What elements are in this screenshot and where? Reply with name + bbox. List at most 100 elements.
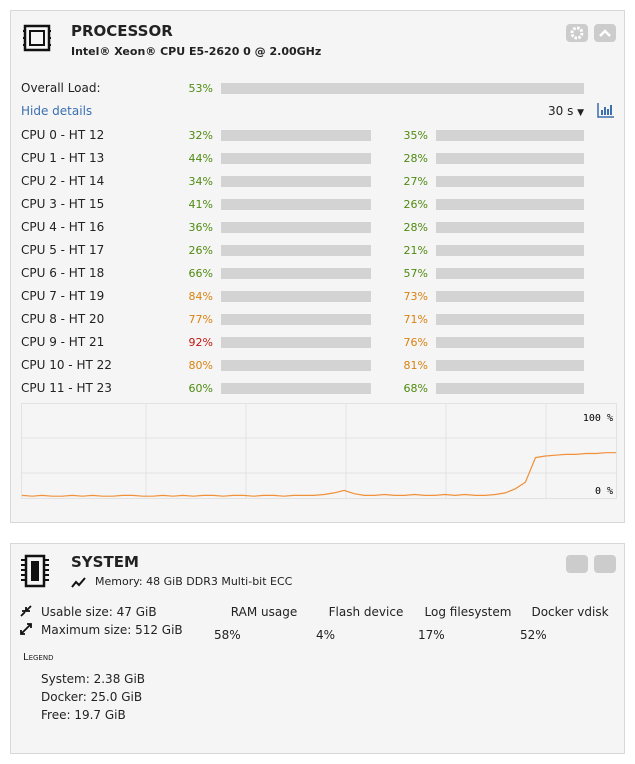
percent-label: 35%: [403, 129, 428, 142]
gauge-label: Log filesystem: [424, 605, 512, 619]
collapse-button[interactable]: [594, 555, 616, 573]
maximum-size: Maximum size: 512 GiB: [41, 623, 183, 637]
percent-label: 28%: [403, 152, 428, 165]
bar-track: [436, 337, 584, 348]
cpu-label: CPU 10 - HT 22: [21, 358, 112, 372]
percent-label: 28%: [403, 221, 428, 234]
bar-track: [221, 314, 371, 325]
legend-item: Free: 19.7 GiB: [41, 708, 126, 722]
gauge-value: 17%: [418, 628, 445, 642]
percent-label: 57%: [403, 267, 428, 280]
bar-track: [221, 268, 371, 279]
legend-item: System: 2.38 GiB: [41, 672, 146, 686]
bar-track: [436, 153, 584, 164]
bar-track: [221, 199, 371, 210]
cpu-label: CPU 2 - HT 14: [21, 174, 105, 188]
cpu-label: CPU 4 - HT 16: [21, 220, 105, 234]
percent-label: 77%: [188, 313, 213, 326]
bar-track: [436, 222, 584, 233]
bar-track: [436, 268, 584, 279]
gauge: 58%: [214, 628, 241, 642]
load-graph: 100 % 0 %: [21, 403, 617, 499]
panel-title: SYSTEM: [71, 553, 139, 571]
interval-value: 30 s: [548, 104, 574, 118]
cpu-model: Intel® Xeon® CPU E5-2620 0 @ 2.00GHz: [71, 45, 322, 58]
bar-track: [221, 176, 371, 187]
hide-details-link[interactable]: Hide details: [21, 104, 93, 118]
percent-label: 66%: [188, 267, 213, 280]
interval-select[interactable]: 30 s ▼: [548, 104, 585, 118]
bar-track: [436, 291, 584, 302]
percent-label: 80%: [188, 359, 213, 372]
load-line: [21, 452, 616, 497]
memory-info: Memory: 48 GiB DDR3 Multi-bit ECC: [95, 575, 293, 588]
gauge-label: Flash device: [328, 605, 404, 619]
percent-label: 92%: [188, 336, 213, 349]
processor-icon: [23, 24, 51, 52]
gauge: 52%: [520, 628, 547, 642]
processor-panel: PROCESSOR Intel® Xeon® CPU E5-2620 0 @ 2…: [10, 10, 625, 523]
graph-tick-label: 100 %: [583, 413, 613, 424]
gauge-value: 52%: [520, 628, 547, 642]
percent-label: 32%: [188, 129, 213, 142]
usable-size: Usable size: 47 GiB: [41, 605, 157, 619]
bar-track: [221, 360, 371, 371]
percent-label: 26%: [403, 198, 428, 211]
bar-track: [221, 130, 371, 141]
cpu-label: CPU 0 - HT 12: [21, 128, 105, 142]
info-button[interactable]: [566, 555, 588, 573]
percent-label: 60%: [188, 382, 213, 395]
percent-label: 44%: [188, 152, 213, 165]
percent-label: 73%: [403, 290, 428, 303]
percent-label: 36%: [188, 221, 213, 234]
percent-label: 21%: [403, 244, 428, 257]
bar-track: [436, 199, 584, 210]
bar-track: [221, 337, 371, 348]
graph-tick-label: 0 %: [595, 486, 613, 497]
gauge: 4%: [316, 628, 335, 642]
chart-toggle[interactable]: [597, 102, 615, 118]
cpu-label: CPU 6 - HT 18: [21, 266, 105, 280]
bar-track: [436, 314, 584, 325]
memory-icon: [71, 577, 86, 588]
percent-label: 81%: [403, 359, 428, 372]
cpu-label: CPU 11 - HT 23: [21, 381, 112, 395]
percent-label: 76%: [403, 336, 428, 349]
graph-frame: [21, 403, 617, 499]
settings-button[interactable]: [566, 24, 588, 42]
cpu-label: CPU 5 - HT 17: [21, 243, 105, 257]
bar-track: [221, 383, 371, 394]
cpu-label: CPU 3 - HT 15: [21, 197, 105, 211]
gauge-value: 4%: [316, 628, 336, 642]
legend-item: Docker: 25.0 GiB: [41, 690, 143, 704]
gauge-label: Docker vdisk: [531, 605, 609, 619]
system-icon: [21, 554, 49, 588]
row-label: Overall Load:: [21, 81, 101, 95]
percent-label: 26%: [188, 244, 213, 257]
percent-label: 27%: [403, 175, 428, 188]
legend-title: Legend: [23, 652, 54, 663]
collapse-button[interactable]: [594, 24, 616, 42]
bar-track: [436, 360, 584, 371]
cpu-label: CPU 9 - HT 21: [21, 335, 105, 349]
bar-track: [221, 222, 371, 233]
percent-label: 53%: [188, 82, 213, 95]
bar-track: [436, 176, 584, 187]
bar-track: [436, 245, 584, 256]
bar-track: [221, 83, 584, 94]
bar-track: [221, 291, 371, 302]
compress-icon: [20, 605, 32, 617]
bar-track: [221, 153, 371, 164]
gauge: 17%: [418, 628, 445, 642]
cpu-label: CPU 8 - HT 20: [21, 312, 105, 326]
percent-label: 71%: [403, 313, 428, 326]
bar-track: [221, 245, 371, 256]
cpu-label: CPU 1 - HT 13: [21, 151, 105, 165]
percent-label: 41%: [188, 198, 213, 211]
bar-track: [436, 130, 584, 141]
expand-icon: [20, 623, 32, 635]
gauge-value: 58%: [214, 628, 241, 642]
percent-label: 34%: [188, 175, 213, 188]
bar-track: [436, 383, 584, 394]
